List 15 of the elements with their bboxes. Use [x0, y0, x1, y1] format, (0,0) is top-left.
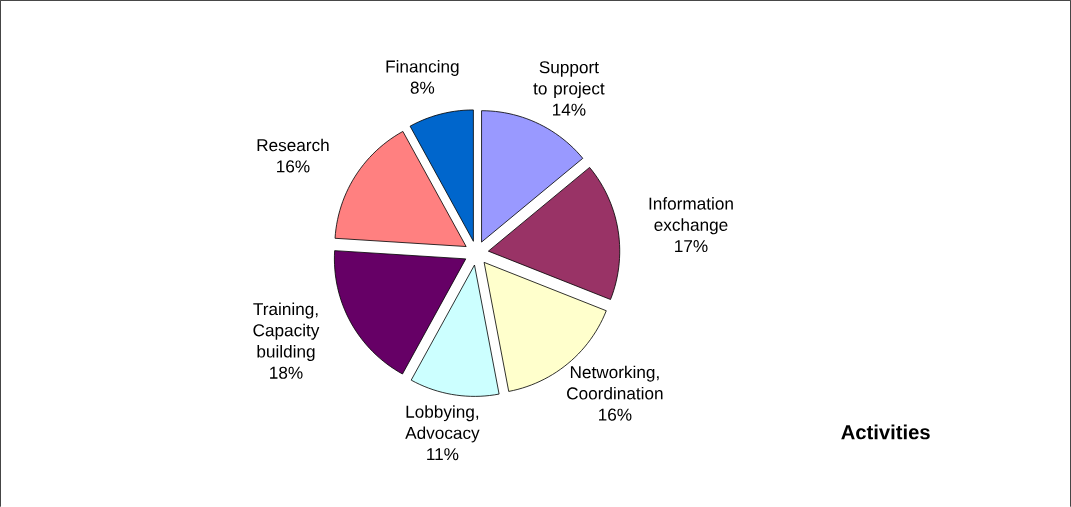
data-label: 11% [427, 448, 459, 461]
slice-label: Information exchange [649, 197, 733, 235]
data-label: 16% [277, 160, 310, 173]
slice-label: Financing [386, 59, 459, 76]
data-label: 14% [553, 103, 586, 116]
slice-label: Training, Capacity building [253, 302, 320, 361]
data-label: 16% [599, 408, 632, 421]
slice-label: Networking, Coordination [567, 365, 663, 400]
data-label: 18% [270, 366, 303, 379]
data-label: 17% [675, 240, 708, 253]
slice-label: Lobbying, Advocacy [405, 405, 480, 443]
slice-label: Research [257, 138, 329, 152]
slice-label: Support to project [533, 61, 605, 98]
text: Activities [841, 424, 930, 440]
data-label: 8% [410, 81, 435, 94]
